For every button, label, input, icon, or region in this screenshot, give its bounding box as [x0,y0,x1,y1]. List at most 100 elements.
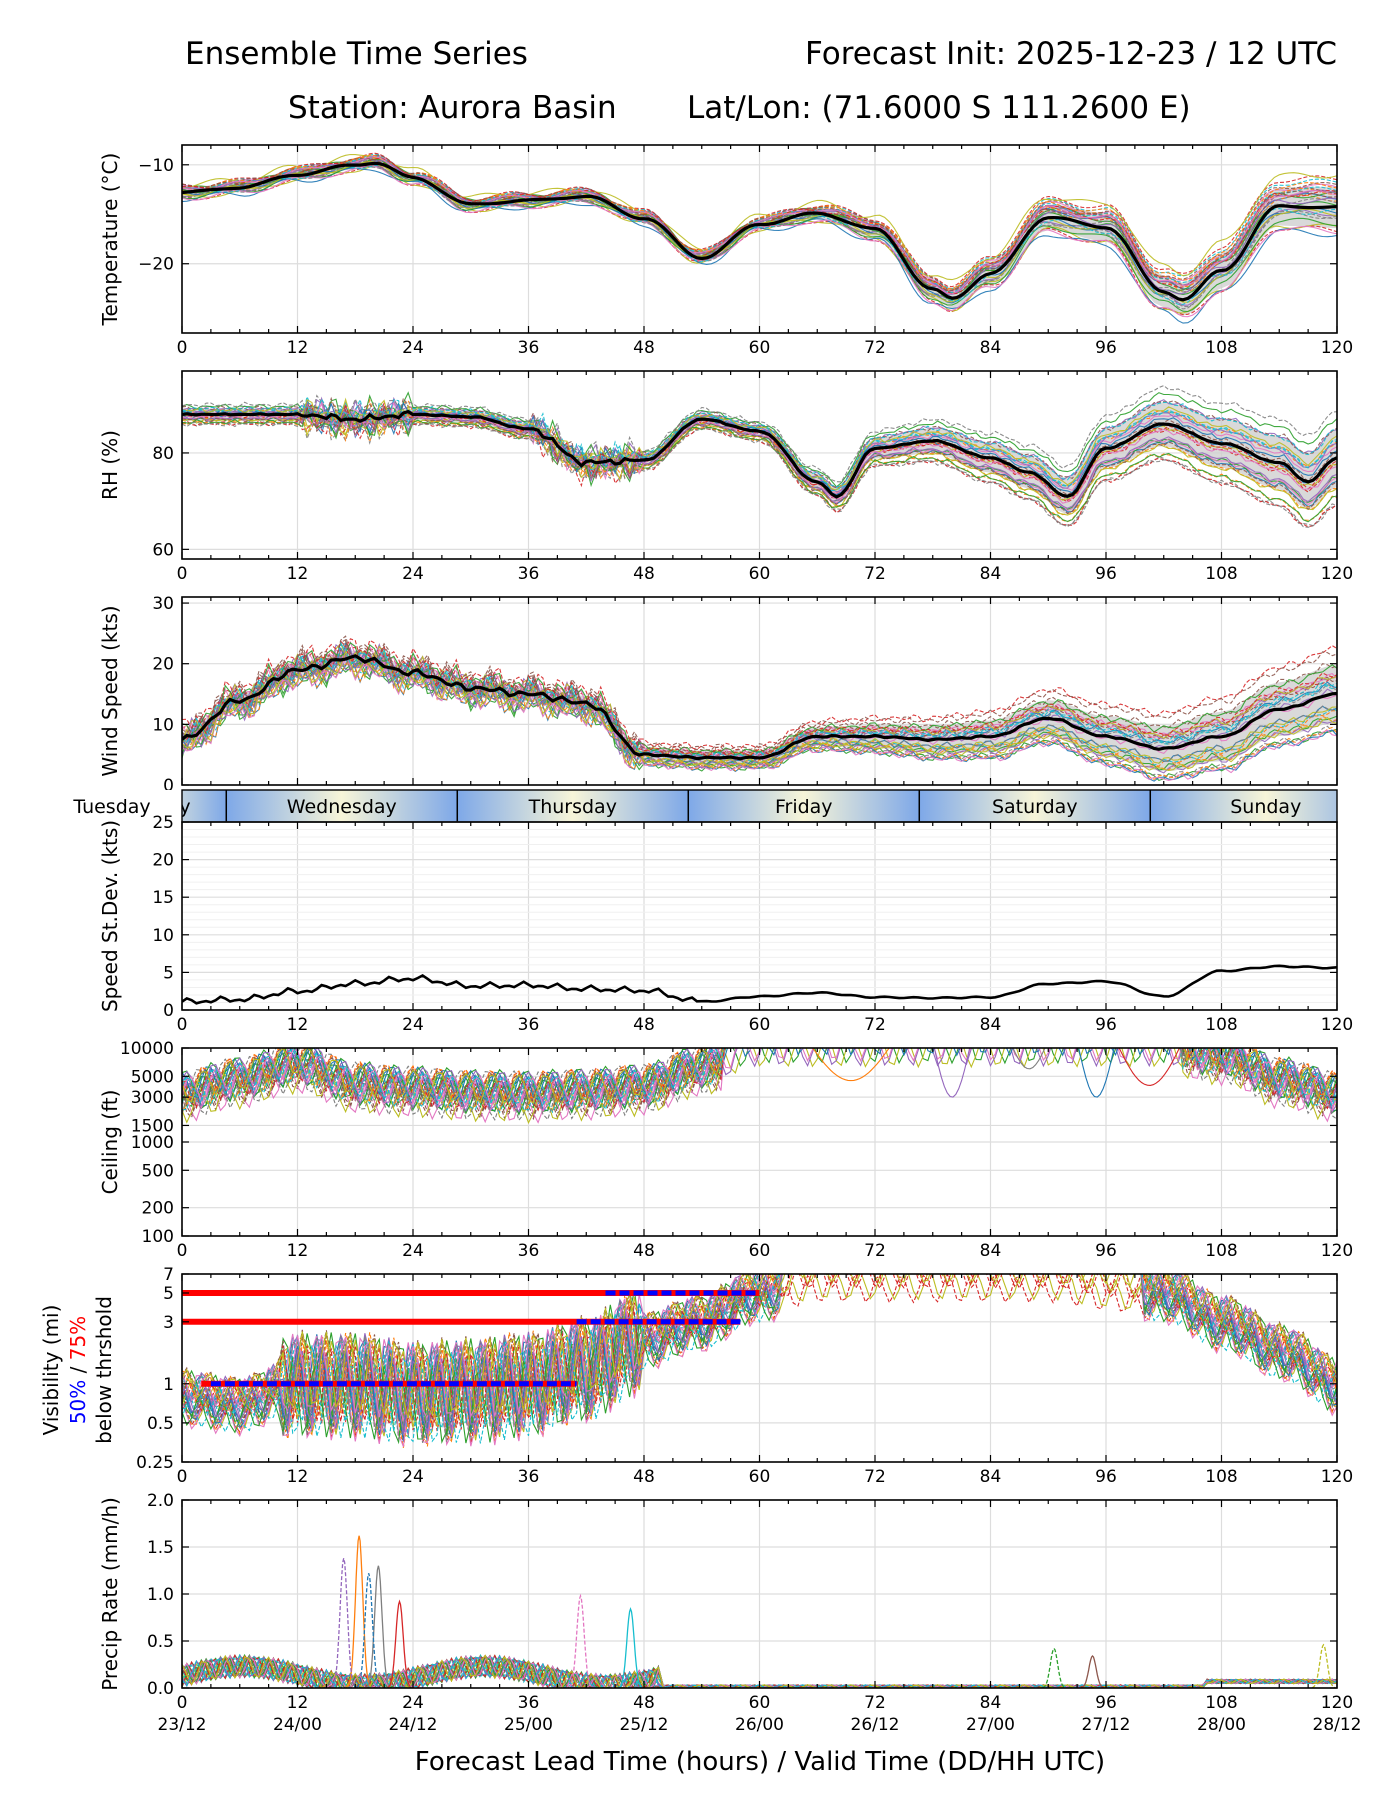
y-tick-label: 1.5 [147,1538,174,1558]
y-tick-label: 30 [152,594,174,614]
y-tick-label: 1.0 [147,1585,174,1605]
ensemble-member-line [182,405,1337,515]
x-tick-label: 0 [177,1693,188,1713]
x-tick-label: 72 [864,1467,886,1487]
visibility-member-line [182,1274,1337,1419]
x-tick-label: 36 [518,338,540,358]
ensemble-member-line [182,164,1337,305]
panel-plot-area [182,152,1337,324]
precip-panel: 0 12 24 36 48 60 72 84 96 108 120 23/12 24/00 24/12 25… [98,1491,1362,1735]
band-right-mask [1337,790,1400,822]
x-tick-label: 60 [749,338,771,358]
ensemble-member-line [182,153,1337,290]
x-tick-label: 96 [1095,1693,1117,1713]
panel-plot-area [182,635,1337,782]
precip-peak-line [356,1573,380,1688]
ceiling-member-line [182,1048,1337,1101]
x-tick-label: 0 [177,338,188,358]
y-axis-label: Wind Speed (kts) [98,605,122,776]
latlon-label: Lat/Lon: (71.6000 S 111.2600 E) [687,90,1191,126]
ceiling-member-line [933,1048,971,1098]
valid-time-label: 26/00 [735,1715,784,1735]
x-tick-label: 36 [518,1015,540,1035]
y-tick-label: 20 [152,655,174,675]
ceiling-member-line [182,1048,1337,1102]
y-tick-label: 200 [142,1199,174,1219]
x-tick-label: 72 [864,338,886,358]
stdev-line [182,964,1337,1005]
precip-member-line [182,1654,1337,1688]
y-axis-label: Speed St.Dev. (kts) [98,820,122,1012]
y-tick-label: 2.0 [147,1491,174,1511]
y-axis-label: Precip Rate (mm/h) [98,1497,122,1691]
ceiling-member-line [182,1048,1337,1124]
ceiling-member-line [1118,1048,1181,1086]
precip-peak-line [387,1599,411,1688]
ensemble-member-line [182,641,1337,758]
y-tick-label: 5 [163,963,174,983]
x-tick-label: 108 [1205,1693,1237,1713]
legend-50pct: 50% [66,1380,90,1424]
ensemble-member-line [182,411,1337,528]
x-tick-label: 24 [402,1467,424,1487]
y-tick-label: −20 [138,255,174,275]
ensemble-member-line [182,644,1337,760]
x-tick-label: 60 [749,1467,771,1487]
y-tick-label: 3000 [131,1088,174,1108]
precip-peak-line [331,1558,355,1688]
x-tick-label: 120 [1321,1467,1353,1487]
x-tick-label: 24 [402,1693,424,1713]
x-axis-label: Forecast Lead Time (hours) / Valid Time … [415,1747,1105,1777]
ensemble-member-line [182,640,1337,760]
y-tick-label: 80 [152,444,174,464]
y-tick-label: 5 [163,1284,174,1304]
ensemble-member-line [182,156,1337,295]
x-tick-label: 120 [1321,1693,1353,1713]
legend-75pct: 75% [66,1316,90,1360]
y-tick-label: 1000 [131,1133,174,1153]
ensemble-member-line [182,394,1337,492]
precip-member-line [182,1654,1337,1688]
day-label: Wednesday [287,796,397,818]
ensemble-member-line [182,397,1337,488]
x-tick-label: 36 [518,1693,540,1713]
ensemble-member-line [182,397,1337,491]
x-tick-label: 96 [1095,1241,1117,1261]
y-tick-label: 5000 [131,1067,174,1087]
y-tick-label: 100 [142,1227,174,1247]
x-tick-label: 24 [402,338,424,358]
ensemble-member-line [182,635,1337,751]
x-tick-label: 108 [1205,1467,1237,1487]
ceiling-member-line [1078,1048,1115,1098]
x-tick-label: 84 [980,1241,1002,1261]
precip-peak-line [568,1593,592,1688]
x-tick-label: 120 [1321,1241,1353,1261]
y-axis-label: Ceiling (ft) [98,1090,122,1195]
day-band: Tuesday Wednesday Thursday Friday Saturday Su… [0,789,1400,823]
x-tick-label: 24 [402,1015,424,1035]
x-tick-label: 108 [1205,1241,1237,1261]
x-tick-label: 120 [1321,1015,1353,1035]
ensemble-member-line [182,402,1337,509]
x-tick-label: 36 [518,1241,540,1261]
y-tick-label: 500 [142,1161,174,1181]
x-tick-label: 48 [633,564,655,584]
ceiling-member-line [182,1048,1337,1117]
x-tick-label: 108 [1205,564,1237,584]
ensemble-member-line [182,639,1337,758]
day-label: Thursday [528,796,617,818]
temperature-panel: 0 12 24 36 48 60 72 84 96 108 120 −10 −20 Temperature… [98,144,1353,358]
y-axis-label: RH (%) [98,430,122,500]
x-tick-label: 96 [1095,564,1117,584]
ceiling-panel: 0 12 24 36 48 60 72 84 96 108 120 100 200 500 10001500… [98,1039,1353,1261]
valid-time-label: 23/12 [158,1715,207,1735]
station-label: Station: Aurora Basin [288,90,617,126]
y-tick-label: 1500 [131,1116,174,1136]
valid-time-label: 24/12 [389,1715,438,1735]
x-tick-label: 48 [633,1015,655,1035]
precip-peak-line [1311,1643,1336,1688]
ensemble-member-line [182,640,1337,758]
ensemble-member-line [182,391,1337,488]
panel-plot-area [182,964,1337,1005]
